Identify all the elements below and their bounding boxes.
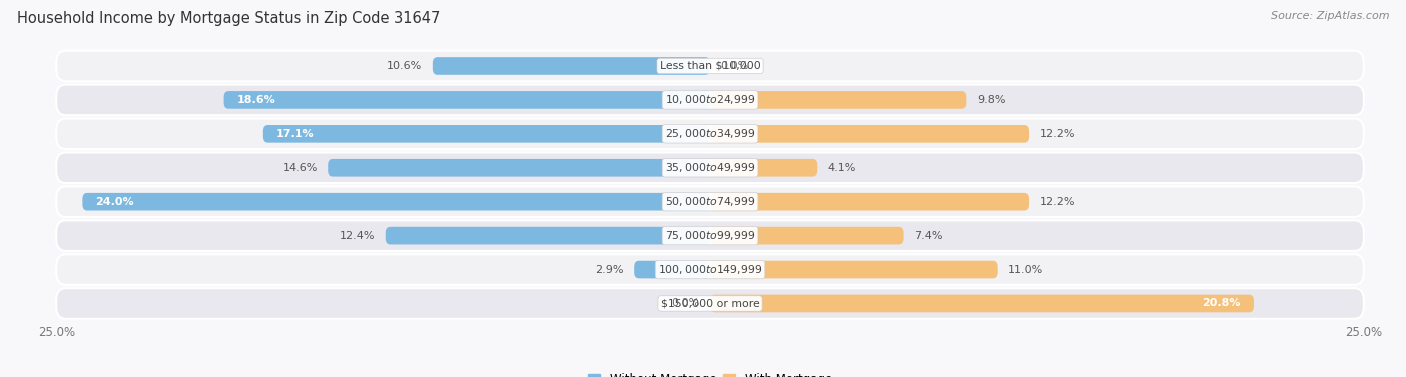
FancyBboxPatch shape	[56, 153, 1364, 183]
Text: 9.8%: 9.8%	[977, 95, 1005, 105]
Text: $35,000 to $49,999: $35,000 to $49,999	[665, 161, 755, 174]
Text: 14.6%: 14.6%	[283, 163, 318, 173]
Text: 7.4%: 7.4%	[914, 231, 942, 241]
FancyBboxPatch shape	[710, 159, 817, 176]
Text: Household Income by Mortgage Status in Zip Code 31647: Household Income by Mortgage Status in Z…	[17, 11, 440, 26]
Legend: Without Mortgage, With Mortgage: Without Mortgage, With Mortgage	[583, 368, 837, 377]
Text: $100,000 to $149,999: $100,000 to $149,999	[658, 263, 762, 276]
Text: 18.6%: 18.6%	[236, 95, 276, 105]
Text: $150,000 or more: $150,000 or more	[661, 299, 759, 308]
FancyBboxPatch shape	[433, 57, 710, 75]
Text: 20.8%: 20.8%	[1202, 299, 1241, 308]
FancyBboxPatch shape	[56, 187, 1364, 217]
Text: 17.1%: 17.1%	[276, 129, 315, 139]
FancyBboxPatch shape	[710, 91, 966, 109]
FancyBboxPatch shape	[385, 227, 710, 244]
FancyBboxPatch shape	[56, 85, 1364, 115]
Text: 4.1%: 4.1%	[828, 163, 856, 173]
FancyBboxPatch shape	[710, 227, 904, 244]
Text: $75,000 to $99,999: $75,000 to $99,999	[665, 229, 755, 242]
Text: $25,000 to $34,999: $25,000 to $34,999	[665, 127, 755, 140]
FancyBboxPatch shape	[224, 91, 710, 109]
Text: Less than $10,000: Less than $10,000	[659, 61, 761, 71]
FancyBboxPatch shape	[56, 51, 1364, 81]
Text: 2.9%: 2.9%	[595, 265, 624, 274]
FancyBboxPatch shape	[56, 288, 1364, 319]
FancyBboxPatch shape	[83, 193, 710, 210]
Text: $10,000 to $24,999: $10,000 to $24,999	[665, 93, 755, 106]
FancyBboxPatch shape	[56, 254, 1364, 285]
Text: 12.2%: 12.2%	[1039, 129, 1076, 139]
FancyBboxPatch shape	[328, 159, 710, 176]
Text: 12.4%: 12.4%	[340, 231, 375, 241]
FancyBboxPatch shape	[710, 125, 1029, 143]
FancyBboxPatch shape	[710, 261, 998, 278]
Text: 12.2%: 12.2%	[1039, 197, 1076, 207]
FancyBboxPatch shape	[56, 119, 1364, 149]
FancyBboxPatch shape	[263, 125, 710, 143]
FancyBboxPatch shape	[634, 261, 710, 278]
FancyBboxPatch shape	[710, 295, 1254, 312]
Text: $50,000 to $74,999: $50,000 to $74,999	[665, 195, 755, 208]
Text: Source: ZipAtlas.com: Source: ZipAtlas.com	[1271, 11, 1389, 21]
FancyBboxPatch shape	[710, 193, 1029, 210]
Text: 24.0%: 24.0%	[96, 197, 134, 207]
FancyBboxPatch shape	[56, 220, 1364, 251]
Text: 0.0%: 0.0%	[671, 299, 700, 308]
Text: 10.6%: 10.6%	[387, 61, 422, 71]
Text: 11.0%: 11.0%	[1008, 265, 1043, 274]
Text: 0.0%: 0.0%	[720, 61, 749, 71]
